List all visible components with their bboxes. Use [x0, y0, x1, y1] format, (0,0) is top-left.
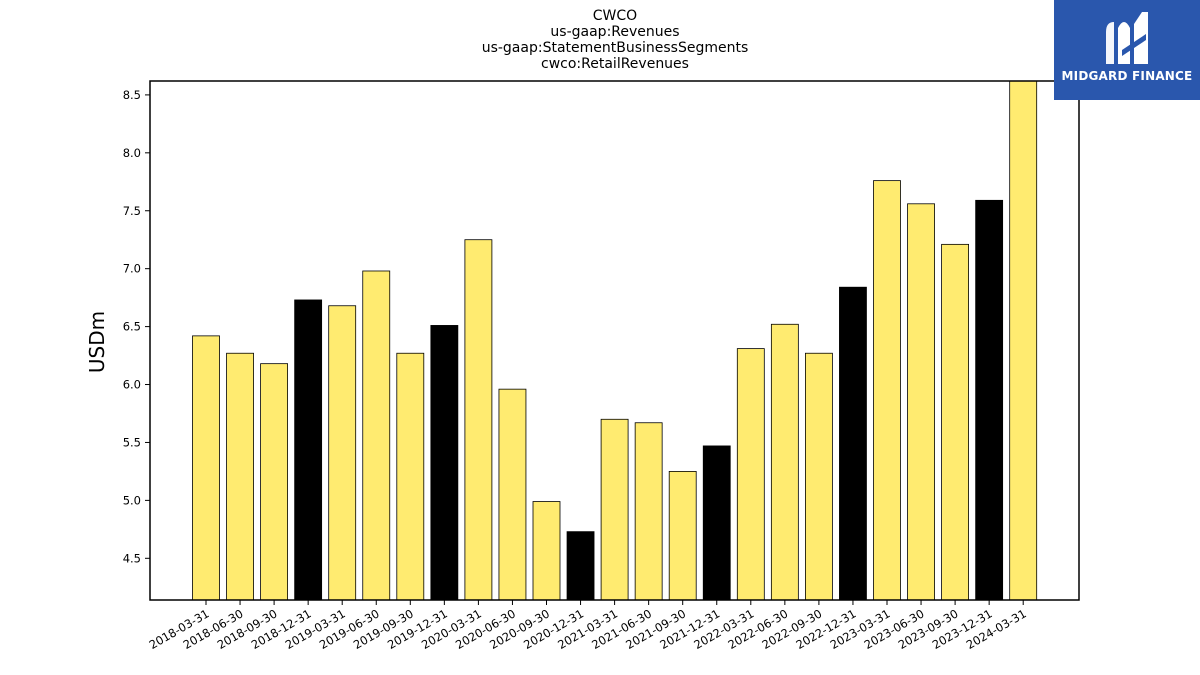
bar — [532, 501, 561, 601]
y-axis: 4.5 5.0 5.5 6.0 6.5 7.0 7.5 8.0 8.5 — [123, 88, 150, 565]
bar — [294, 299, 323, 601]
y-tick-label: 6.0 — [123, 378, 141, 392]
y-tick-label: 8.5 — [123, 88, 141, 102]
chart-title-line: CWCO — [593, 8, 637, 24]
y-tick-label: 5.0 — [123, 493, 141, 507]
x-axis: 2018-03-312018-06-302018-09-302018-12-31… — [147, 600, 1029, 652]
chart-title-line: us-gaap:StatementBusinessSegments — [482, 40, 749, 56]
bar — [702, 445, 731, 601]
bar — [770, 323, 799, 601]
bar — [907, 203, 935, 601]
y-tick-label: 4.5 — [123, 551, 141, 565]
bar — [328, 305, 357, 601]
bar — [839, 286, 867, 601]
bar — [1009, 80, 1038, 601]
y-tick-label: 6.5 — [123, 320, 141, 334]
brand-name: MIDGARD FINANCE — [1061, 69, 1193, 83]
bar — [260, 363, 289, 601]
bar — [736, 348, 765, 601]
bar — [805, 352, 833, 601]
bar — [396, 352, 425, 601]
bar — [634, 422, 663, 601]
y-tick-label: 8.0 — [123, 146, 141, 160]
bar — [192, 335, 220, 601]
y-tick-label: 7.0 — [123, 262, 141, 276]
bar — [430, 325, 459, 601]
bar — [566, 531, 595, 601]
y-tick-label: 5.5 — [123, 435, 141, 449]
chart-title: CWCOus-gaap:Revenuesus-gaap:StatementBus… — [482, 8, 749, 72]
y-tick-label: 7.5 — [123, 204, 141, 218]
bar — [668, 471, 697, 601]
bar — [600, 418, 629, 601]
bar — [498, 388, 527, 601]
bar — [226, 352, 254, 601]
bar — [873, 180, 901, 601]
bar — [362, 270, 391, 601]
bars — [192, 80, 1038, 601]
y-axis-label: USDm — [85, 311, 109, 373]
chart-title-line: us-gaap:Revenues — [550, 24, 679, 40]
midgard-finance-logo: MIDGARD FINANCE — [1054, 0, 1200, 100]
bar — [464, 239, 493, 601]
bar — [975, 199, 1004, 601]
bar — [941, 243, 969, 601]
midgard-m-icon — [1106, 12, 1148, 64]
chart-title-line: cwco:RetailRevenues — [541, 56, 689, 72]
